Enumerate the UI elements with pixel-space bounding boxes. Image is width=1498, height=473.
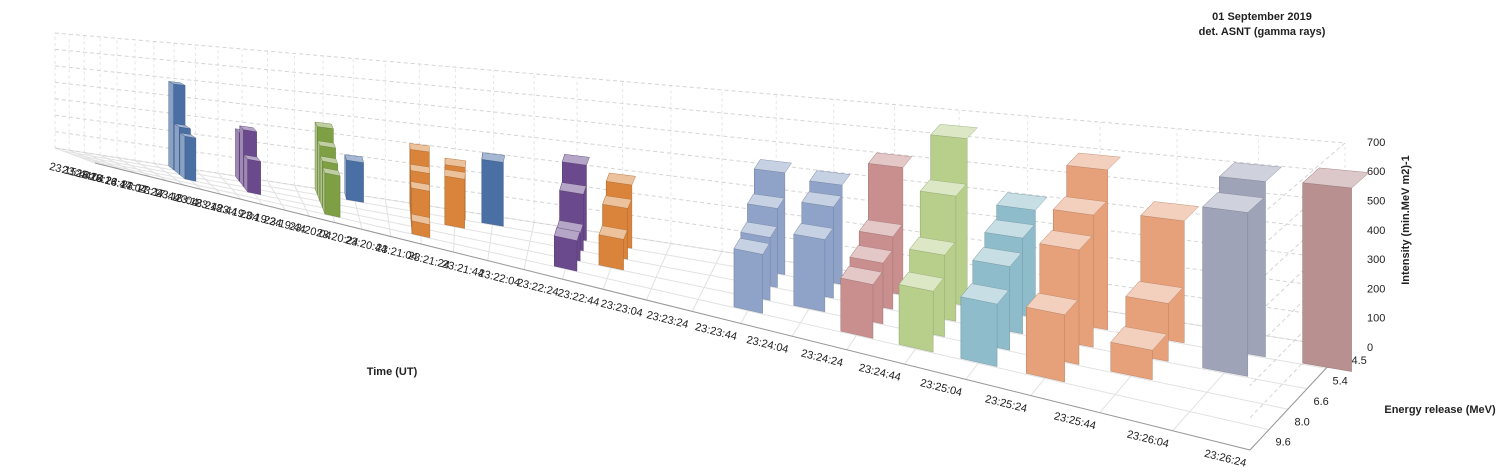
bar — [411, 214, 430, 238]
bar — [244, 155, 261, 195]
bar-side — [320, 156, 322, 207]
bar-side — [235, 129, 239, 181]
x-tick-label: 23:24:24 — [800, 348, 844, 370]
bar-side — [244, 155, 248, 192]
floor-line — [524, 222, 534, 269]
y-tick-label: 300 — [1367, 254, 1385, 266]
bar-front — [1203, 207, 1248, 377]
bar-side — [315, 122, 317, 195]
bar-front — [482, 159, 504, 226]
chart-title: 01 September 2019 — [1212, 11, 1312, 23]
x-tick-label: 23:23:44 — [694, 321, 738, 343]
bar — [1303, 168, 1369, 372]
chart-subtitle: det. ASNT (gamma rays) — [1199, 26, 1326, 38]
bar-front — [899, 284, 933, 352]
y-tick-label: 400 — [1367, 225, 1385, 237]
x-tick-label: 23:25:44 — [1053, 410, 1097, 432]
y-tick-label: 0 — [1367, 342, 1373, 354]
x-tick-label: 23:22:44 — [556, 287, 600, 309]
bar-front — [445, 176, 465, 228]
bar-front — [325, 173, 340, 218]
bar — [345, 155, 364, 203]
depth-tick-label: 4.5 — [1352, 355, 1367, 367]
bar-front — [961, 297, 997, 367]
x-tick-label: 23:23:04 — [599, 298, 643, 320]
depth-tick-label: 5.4 — [1333, 376, 1348, 388]
bar — [180, 133, 196, 181]
bar-side — [169, 81, 174, 169]
bar-side — [174, 124, 179, 175]
y-axis-title: Intensity (min.MeV m2)-1 — [1400, 155, 1412, 285]
x-tick-label: 23:26:24 — [1203, 448, 1247, 468]
bar — [554, 228, 580, 272]
y-tick-label: 600 — [1367, 166, 1385, 178]
x-tick-label: 23:25:24 — [984, 393, 1028, 415]
x-axis-title: Time (UT) — [367, 366, 418, 378]
bar-front — [554, 236, 577, 271]
depth-axis-title: Energy release (MeV) — [1384, 404, 1496, 416]
x-tick-label: 23:23:24 — [645, 309, 689, 331]
depth-tick-label: 8.0 — [1295, 416, 1310, 428]
bar — [482, 153, 505, 227]
bar-side — [240, 126, 244, 187]
bar-front — [734, 249, 763, 314]
floor-line — [267, 181, 285, 210]
bar-side — [318, 141, 320, 201]
y-tick-label: 500 — [1367, 195, 1385, 207]
floor-line — [385, 199, 390, 236]
depth-tick-label: 6.6 — [1314, 396, 1329, 408]
grid-line — [55, 33, 1345, 143]
bar — [445, 169, 466, 228]
bar-front — [347, 160, 364, 202]
bar — [599, 226, 627, 270]
x-tick-label: 23:26:04 — [1126, 429, 1170, 451]
y-tick-label: 700 — [1367, 137, 1385, 149]
bar-side — [180, 133, 185, 179]
y-tick-label: 100 — [1367, 313, 1385, 325]
bar-front — [841, 278, 873, 338]
x-tick-label: 23:24:44 — [858, 362, 902, 384]
x-tick-label: 23:22:24 — [515, 277, 559, 299]
bar — [323, 168, 341, 218]
bar-side — [323, 168, 325, 214]
bar-front — [1303, 183, 1352, 372]
floor-line — [294, 185, 309, 216]
x-tick-label: 23:25:04 — [919, 377, 963, 399]
bar-side — [345, 155, 347, 200]
bar-front — [185, 136, 196, 181]
bar-front — [1026, 307, 1064, 382]
depth-tick-label: 9.6 — [1276, 437, 1291, 449]
bar-front — [248, 159, 261, 195]
bar-front — [794, 234, 825, 312]
y-tick-label: 200 — [1367, 283, 1385, 295]
bar-front — [599, 235, 624, 270]
x-tick-label: 23:22:04 — [477, 267, 521, 289]
x-tick-label: 23:24:04 — [745, 334, 789, 356]
